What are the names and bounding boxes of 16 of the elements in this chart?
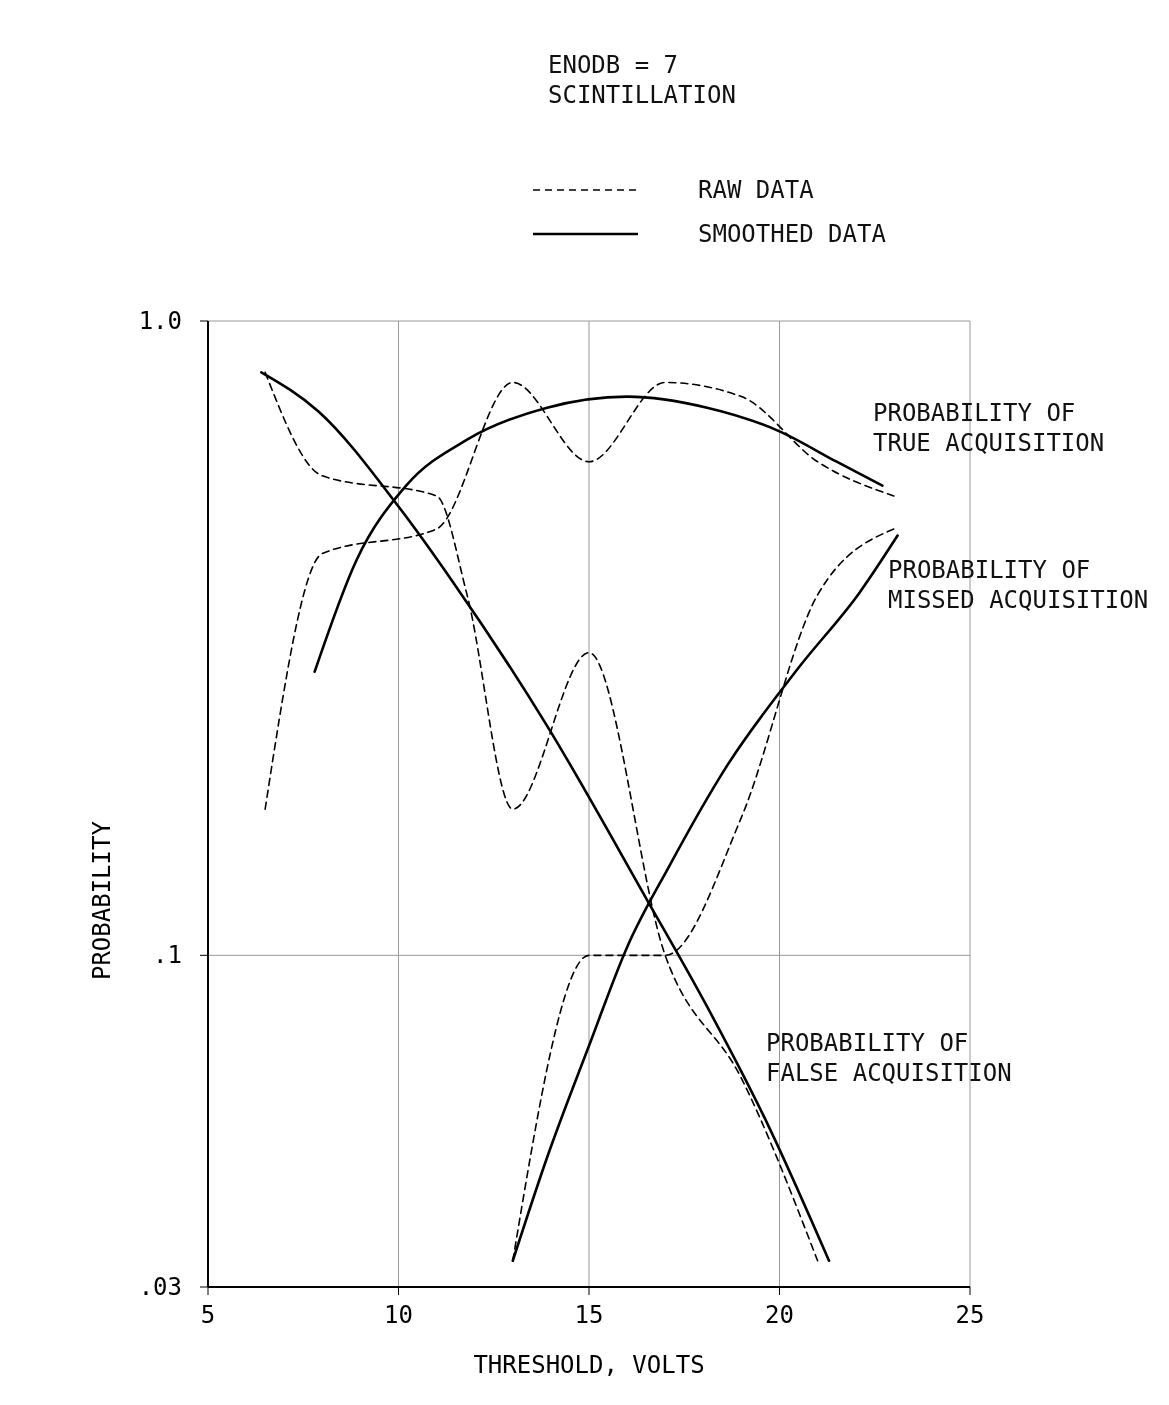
text: SMOOTHED DATA: [698, 220, 887, 248]
x-tick-label: 20: [765, 1301, 794, 1329]
x-tick-label: 5: [200, 1301, 216, 1329]
x-tick-label: 25: [955, 1301, 985, 1329]
text: RAW DATA: [698, 176, 815, 204]
x-tick-label: 10: [384, 1301, 413, 1329]
annotation: PROBABILITY OF TRUE ACQUISITION: [873, 399, 1105, 457]
text: ENODB = 7 SCINTILLATION: [548, 51, 736, 109]
y-tick-label: .1: [153, 941, 182, 970]
y-tick-label: .03: [138, 1273, 182, 1301]
y-axis-title: PROBABILITY: [88, 820, 116, 981]
annotation: PROBABILITY OF MISSED ACQUISITION: [888, 556, 1149, 614]
y-tick-label: 1.0: [138, 307, 182, 335]
x-axis-title: THRESHOLD, VOLTS: [473, 1351, 705, 1379]
annotation: PROBABILITY OF FALSE ACQUISITION: [766, 1029, 1012, 1087]
x-tick-label: 15: [574, 1301, 604, 1329]
